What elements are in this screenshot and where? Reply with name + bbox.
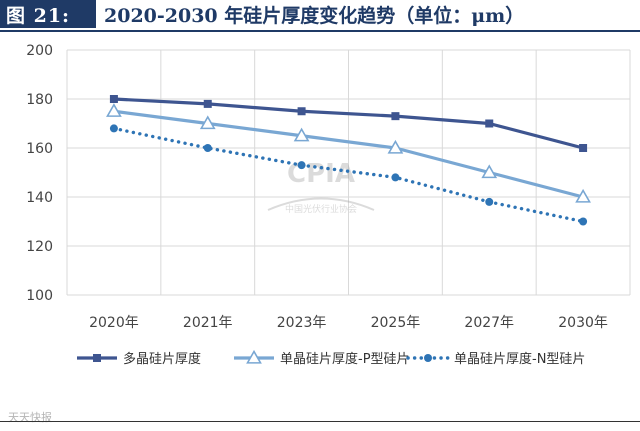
data-point-marker [297,161,306,170]
figure-title: 2020-2030 年硅片厚度变化趋势（单位：μm） [104,4,525,27]
y-tick-label: 200 [26,43,53,59]
footer-rule [0,421,640,422]
x-tick-label: 2027年 [464,315,514,331]
x-tick-label: 2030年 [558,315,608,331]
legend-label: 多晶硅片厚度 [123,351,201,367]
data-point-marker [297,107,306,116]
y-tick-label: 140 [26,190,53,206]
line-chart: 100 120 140 160 180 200 2020年 2021年 2023年 2025年 20… [26,43,631,367]
figure-label: 图 21: [0,0,96,28]
legend-item: 多晶硅片厚度 [77,351,201,367]
header-rule [0,30,640,32]
figure-header: 图 21: 2020-2030 年硅片厚度变化趋势（单位：μm） [0,0,640,28]
data-point-marker [391,112,400,121]
series-layer [106,95,591,226]
series-1 [109,95,588,152]
legend-label: 单晶硅片厚度-P型硅片 [280,351,410,367]
data-point-marker [203,144,212,152]
x-tick-label: 2020年 [89,315,139,331]
data-point-marker [109,124,118,133]
data-point-marker [481,164,498,179]
watermark-arc [267,197,375,211]
x-tick-label: 2025年 [371,315,421,331]
data-point-marker [575,188,591,203]
grid-layer: 100 120 140 160 180 200 2020年 2021年 2023年 2025年 20… [26,43,631,331]
data-point-marker [106,103,122,117]
x-tick-label: 2021年 [183,315,233,331]
data-point-marker [579,144,588,152]
series-2 [106,103,591,203]
data-point-marker [485,119,494,128]
legend-item: 单晶硅片厚度-P型硅片 [234,349,410,367]
data-point-marker [199,115,216,130]
y-tick-label: 180 [26,92,53,108]
y-tick-label: 160 [26,141,53,157]
chart-legend: 多晶硅片厚度 单晶硅片厚度-P型硅片 单晶硅片厚度-N型硅片 [77,349,585,367]
data-point-marker [293,127,310,142]
x-tick-label: 2023年 [277,315,327,331]
data-point-marker [203,99,212,108]
series-3 [109,124,588,226]
legend-label: 单晶硅片厚度-N型硅片 [454,351,585,367]
data-point-marker [246,349,262,364]
data-point-marker [93,354,101,362]
legend-item: 单晶硅片厚度-N型硅片 [406,351,585,367]
data-point-marker [485,197,494,206]
data-point-marker [387,139,404,154]
y-tick-label: 100 [26,288,53,304]
data-point-marker [579,217,588,226]
series-line [113,109,584,199]
watermark-logo: CPIA [287,159,355,189]
series-line [112,126,585,224]
watermark-org: 中国光伏行业协会 [285,203,357,215]
series-line [113,97,584,150]
data-point-marker [109,95,118,103]
y-tick-label: 120 [26,239,53,255]
data-point-marker [391,173,400,182]
footer-source: 天天快报 [8,411,52,424]
data-point-marker [424,354,432,362]
